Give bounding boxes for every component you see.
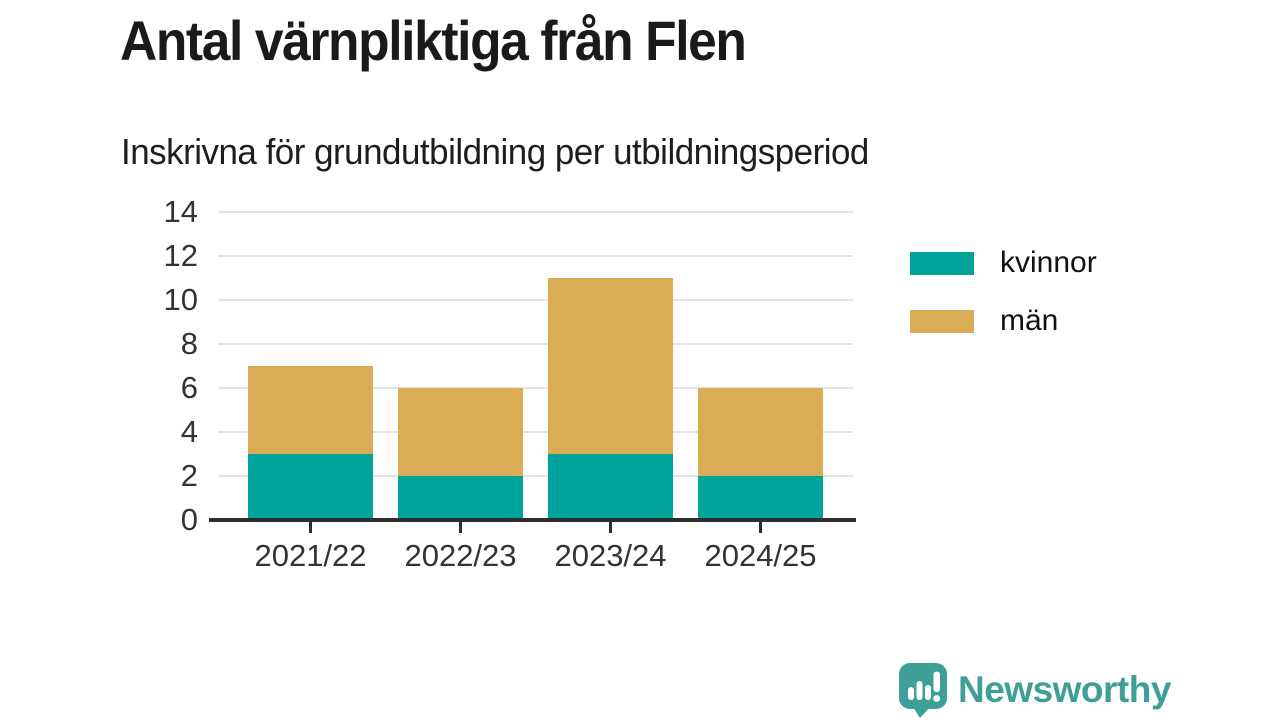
bar-segment-män [698, 388, 823, 476]
plot-area [218, 211, 853, 520]
gridline-y10 [218, 299, 853, 301]
y-tick-label-6: 6 [180, 370, 198, 405]
x-tick-2024-25 [759, 522, 762, 533]
bar-2023-24 [548, 278, 673, 520]
bar-segment-kvinnor [548, 454, 673, 520]
newsworthy-logo-text: Newsworthy [958, 669, 1171, 710]
x-tick-2021-22 [309, 522, 312, 533]
y-tick-label-0: 0 [180, 502, 198, 537]
legend: kvinnor män [910, 246, 1097, 362]
gridline-y12 [218, 255, 853, 257]
x-tick-label-2021-22: 2021/22 [254, 538, 367, 573]
gridline-y6 [218, 387, 853, 389]
x-tick-label-2023-24: 2023/24 [554, 538, 667, 573]
legend-swatch-kvinnor [910, 251, 974, 275]
x-tick-label-2022-23: 2022/23 [404, 538, 517, 573]
y-tick-label-4: 4 [180, 414, 198, 449]
bar-segment-män [248, 366, 373, 454]
x-tick-2023-24 [609, 522, 612, 533]
y-tick-label-2: 2 [180, 458, 198, 493]
y-tick-label-12: 12 [163, 238, 198, 273]
y-tick-label-8: 8 [180, 326, 198, 361]
x-tick-2022-23 [459, 522, 462, 533]
x-tick-label-2024-25: 2024/25 [704, 538, 817, 573]
bar-segment-kvinnor [698, 476, 823, 520]
bar-segment-män [548, 278, 673, 454]
legend-item-män: män [910, 304, 1097, 338]
bar-2021-22 [248, 366, 373, 520]
y-axis-labels: 0 2 4 6 8 10 12 14 [100, 0, 198, 720]
bar-segment-män [398, 388, 523, 476]
branding-footer: Newsworthy [898, 662, 1171, 718]
y-tick-label-14: 14 [163, 194, 198, 229]
x-axis-line [209, 518, 856, 522]
gridline-y14 [218, 211, 853, 213]
bar-2024-25 [698, 388, 823, 520]
bar-2022-23 [398, 388, 523, 520]
newsworthy-logo-icon [899, 663, 947, 718]
legend-label-kvinnor: kvinnor [1000, 246, 1097, 279]
legend-item-kvinnor: kvinnor [910, 246, 1097, 280]
gridline-y8 [218, 343, 853, 345]
chart-subtitle: Inskrivna för grundutbildning per utbild… [121, 131, 869, 172]
bar-segment-kvinnor [398, 476, 523, 520]
chart-title: Antal värnpliktiga från Flen [120, 9, 747, 72]
gridline-y4 [218, 431, 853, 433]
legend-swatch-män [910, 309, 974, 333]
y-tick-label-10: 10 [163, 282, 198, 317]
bar-segment-kvinnor [248, 454, 373, 520]
gridline-y2 [218, 475, 853, 477]
legend-label-män: män [1000, 304, 1059, 337]
